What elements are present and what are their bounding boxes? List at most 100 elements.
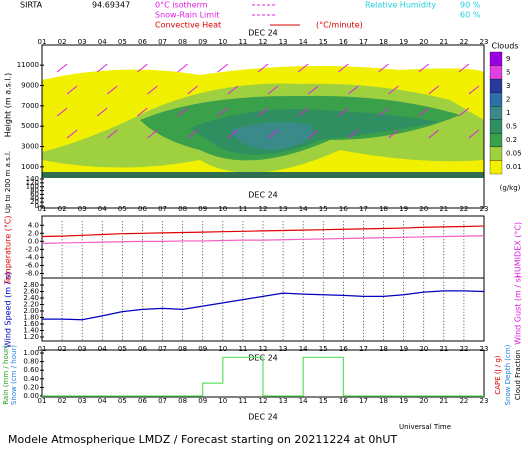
colorbar-label: 0.5 bbox=[506, 123, 517, 131]
y-tick-label: -8.0 bbox=[25, 269, 39, 277]
x-tick-label: 12 bbox=[259, 397, 268, 405]
x-tick-label: 05 bbox=[118, 345, 127, 353]
x-tick-label: 20 bbox=[419, 345, 428, 353]
x-tick-label: 06 bbox=[138, 345, 147, 353]
y-tick-label: 2.80 bbox=[23, 281, 39, 289]
wind-arrow bbox=[378, 63, 389, 73]
colorbar-swatch bbox=[489, 146, 503, 161]
x-tick-label: 14 bbox=[299, 38, 308, 46]
cloud-field bbox=[42, 66, 484, 178]
x-tick-label: 15 bbox=[319, 38, 328, 46]
wind-arrow bbox=[338, 63, 349, 73]
series-line bbox=[41, 225, 485, 238]
x-tick-label: 15 bbox=[319, 345, 328, 353]
wind-arrow bbox=[147, 85, 158, 95]
x-tick-label: 08 bbox=[178, 397, 187, 405]
x-tick-label: 08 bbox=[178, 38, 187, 46]
wind-arrow bbox=[348, 85, 359, 95]
wind-arrow bbox=[468, 85, 480, 95]
wind-arrow bbox=[66, 129, 78, 139]
wind-arrow bbox=[428, 85, 440, 95]
x-tick-label: 01 bbox=[38, 397, 47, 405]
x-tick-label: 06 bbox=[138, 397, 147, 405]
y-axis-label: Up to 200 m a.s.l. bbox=[4, 151, 12, 213]
x-tick-label: 13 bbox=[279, 397, 288, 405]
x-tick-label: 02 bbox=[58, 38, 67, 46]
x-tick-label: 23 bbox=[480, 38, 489, 46]
station: SIRTA bbox=[20, 1, 43, 10]
x-tick-label: 03 bbox=[78, 205, 87, 213]
wind-arrow bbox=[96, 63, 108, 73]
y2-axis-label: HUMIDEX (°C) bbox=[514, 222, 523, 278]
y2-axis-label: Cloud Fraction bbox=[514, 350, 522, 400]
wind-arrow bbox=[137, 63, 148, 73]
series-line bbox=[41, 235, 485, 244]
x-tick-label: 19 bbox=[399, 345, 408, 353]
x-tick-label: 23 bbox=[480, 205, 489, 213]
x-tick-label: 21 bbox=[439, 205, 448, 213]
colorbar-swatch bbox=[489, 106, 503, 120]
y-tick-label: 5000 bbox=[21, 122, 39, 130]
y-tick-label: 0.60 bbox=[23, 366, 39, 374]
y-tick-label: 2.40 bbox=[23, 294, 39, 302]
y-tick-label: 2.0 bbox=[28, 229, 39, 237]
x-tick-label: 20 bbox=[419, 38, 428, 46]
x-tick-label: 10 bbox=[218, 397, 227, 405]
x-tick-label: 04 bbox=[98, 345, 107, 353]
wind-arrow bbox=[388, 85, 399, 95]
x-tick-label: 18 bbox=[379, 205, 388, 213]
y-tick-label: 20 bbox=[30, 198, 39, 206]
wind-arrow bbox=[66, 85, 78, 95]
colorbar-swatch bbox=[489, 119, 503, 134]
colorbar-label: 0.01 bbox=[506, 163, 522, 171]
x-tick-label: 16 bbox=[339, 205, 348, 213]
wind-arrow bbox=[257, 107, 269, 117]
wind-arrow bbox=[147, 129, 158, 139]
wind-arrow bbox=[267, 129, 279, 139]
y-tick-label: 120 bbox=[26, 179, 39, 187]
y-tick-label: 2.60 bbox=[23, 288, 39, 296]
colorbar-label: 0.2 bbox=[506, 136, 517, 144]
wind-arrow bbox=[217, 107, 229, 117]
panel-frame bbox=[41, 349, 485, 398]
x-tick-label: 01 bbox=[38, 38, 47, 46]
x-tick-label: 10 bbox=[218, 205, 227, 213]
wind-arrow bbox=[428, 129, 440, 139]
y-tick-label: 140 bbox=[26, 175, 39, 183]
wind-arrow bbox=[177, 107, 188, 117]
wind-arrow bbox=[106, 85, 118, 95]
y-tick-label: 11000 bbox=[17, 61, 39, 69]
wind-arrow bbox=[418, 107, 430, 117]
colorbar-swatch bbox=[489, 78, 503, 93]
colorbar-swatch bbox=[489, 51, 503, 66]
y-tick-label: 1.60 bbox=[23, 320, 39, 328]
y-axis-label: Rain (mm / hour) bbox=[2, 345, 10, 405]
wind-arrow bbox=[96, 107, 108, 117]
y-axis-label: Height (m a.s.l.) bbox=[4, 73, 13, 138]
x-tick-label: 11 bbox=[238, 205, 247, 213]
x-tick-label: 14 bbox=[299, 205, 308, 213]
wind-arrow bbox=[137, 107, 148, 117]
y2-axis-label: Snow Depth (cm) bbox=[504, 344, 512, 405]
y-tick-label: 1.20 bbox=[23, 333, 39, 341]
wind-arrow bbox=[267, 85, 279, 95]
x-tick-label: 06 bbox=[138, 38, 147, 46]
x-tick-label: 02 bbox=[58, 397, 67, 405]
wind-arrow bbox=[227, 85, 239, 95]
series-line bbox=[42, 356, 484, 397]
legend-convective-unit: (°C/minute) bbox=[316, 21, 363, 30]
y-tick-label: 80 bbox=[30, 187, 39, 195]
legend-convective: Convective Heat bbox=[155, 21, 221, 30]
x-tick-label: 21 bbox=[439, 345, 448, 353]
wind-arrow bbox=[297, 107, 309, 117]
wind-arrow bbox=[418, 63, 430, 73]
wind-arrow bbox=[338, 107, 349, 117]
x-tick-label: 14 bbox=[299, 397, 308, 405]
x-tick-label: 12 bbox=[259, 205, 268, 213]
wind-arrow bbox=[348, 129, 359, 139]
y2-axis-label: Wind Gust (m / s) bbox=[514, 275, 523, 345]
wind-arrow bbox=[297, 63, 309, 73]
wind-arrow bbox=[257, 63, 269, 73]
legend-rh-low: 60 % bbox=[460, 11, 481, 20]
x-tick-label: 21 bbox=[439, 38, 448, 46]
